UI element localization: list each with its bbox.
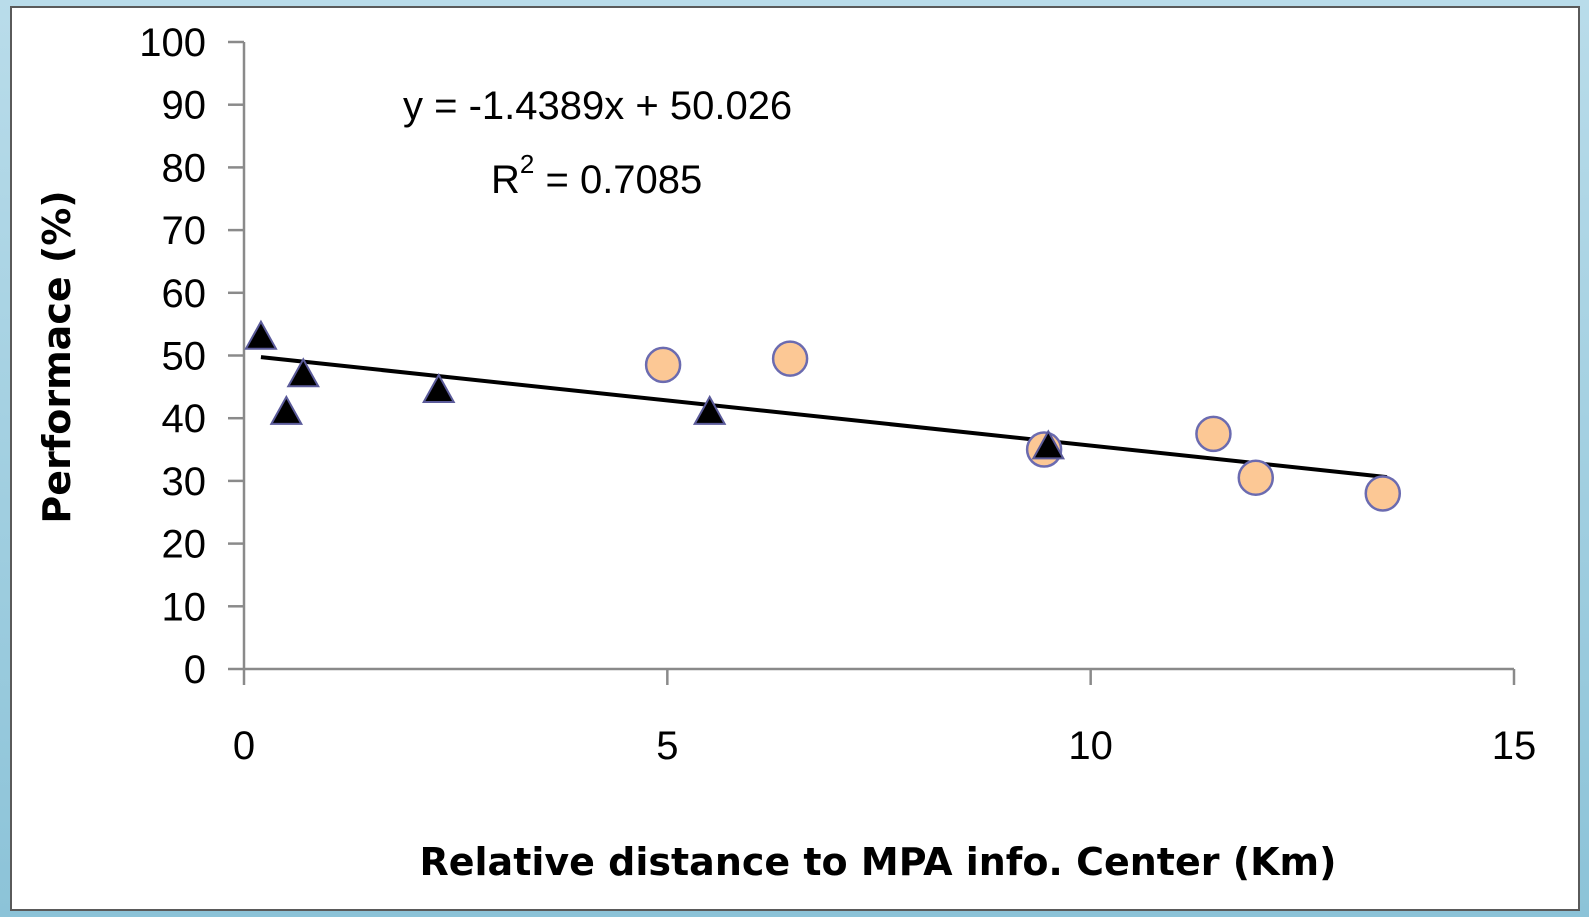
y-axis-ticks: 0 10 20 30 40 50 60 70 80 90 100	[139, 21, 244, 692]
triangle-point	[286, 357, 320, 388]
r-squared-label: R2 = 0.7085	[491, 149, 702, 202]
y-tick-label: 60	[162, 272, 207, 316]
r-squared-prefix: R	[491, 158, 520, 202]
y-tick-label: 80	[162, 146, 207, 190]
y-axis-title: Performace (%)	[35, 190, 79, 523]
x-tick-label: 0	[233, 724, 255, 768]
data-points	[244, 319, 1402, 512]
chart-panel	[10, 6, 1580, 911]
triangle-point	[692, 394, 727, 425]
y-tick-label: 30	[162, 460, 207, 504]
equation-label: y = -1.4389x + 50.026	[403, 84, 792, 128]
circle-point	[1237, 459, 1275, 497]
circle-point	[771, 340, 809, 377]
y-tick-label: 70	[162, 209, 207, 253]
x-tick-label: 15	[1492, 724, 1537, 768]
circle-point	[644, 346, 682, 384]
y-tick-label: 100	[139, 21, 206, 65]
r-squared-value: = 0.7085	[534, 158, 702, 202]
triangle-point	[269, 394, 304, 425]
y-tick-label: 0	[184, 648, 206, 692]
x-axis-title: Relative distance to MPA info. Center (K…	[420, 840, 1337, 884]
triangle-point	[244, 319, 278, 350]
trendline-group	[260, 355, 1388, 480]
y-tick-label: 50	[162, 335, 207, 379]
trendline	[260, 355, 1388, 480]
y-tick-label: 20	[162, 523, 207, 567]
triangle-point	[1031, 429, 1066, 460]
y-tick-label: 90	[162, 84, 207, 128]
x-tick-label: 5	[656, 724, 678, 768]
y-tick-label: 40	[162, 397, 207, 441]
triangle-point	[422, 372, 456, 403]
y-tick-label: 10	[162, 585, 207, 629]
r-squared-exponent: 2	[520, 149, 534, 179]
circle-point	[1364, 475, 1402, 512]
axes	[242, 42, 1514, 671]
x-axis-ticks: 0 5 10 15	[233, 669, 1536, 768]
x-tick-label: 10	[1068, 724, 1113, 768]
circle-point	[1195, 415, 1232, 453]
